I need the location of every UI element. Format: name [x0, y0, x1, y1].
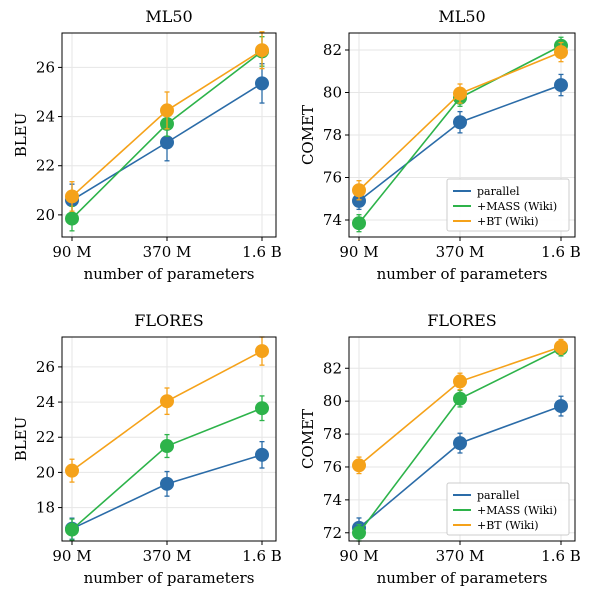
series-parallel — [352, 395, 568, 539]
x-axis-label: number of parameters — [377, 265, 548, 283]
x-axis-label: number of parameters — [377, 569, 548, 587]
y-axis-label: COMET — [299, 409, 317, 469]
data-point — [554, 399, 568, 414]
data-point — [160, 135, 174, 150]
y-tick-label: 78 — [323, 126, 342, 144]
y-tick-label: 20 — [36, 463, 55, 481]
x-tick-label: 370 M — [143, 243, 192, 261]
data-point — [65, 463, 79, 478]
y-tick-label: 80 — [323, 392, 342, 410]
axes-frame — [61, 32, 277, 238]
data-point — [453, 436, 467, 451]
series--mass-wiki- — [65, 395, 269, 541]
x-tick-label: 370 M — [436, 243, 485, 261]
data-point — [160, 439, 174, 454]
chart-panel-2: 90 M 370 M 1.6 B 18 20 22 24 26 FLORES number of … — [12, 311, 282, 587]
x-axis-label: number of parameters — [84, 265, 255, 283]
y-tick-label: 82 — [323, 359, 342, 377]
x-tick-label: 90 M — [52, 547, 91, 565]
y-tick-label: 74 — [323, 491, 342, 509]
data-point — [160, 103, 174, 118]
y-tick-label: 76 — [323, 458, 342, 476]
y-tick-label: 76 — [323, 169, 342, 187]
x-tick-label: 370 M — [436, 547, 485, 565]
data-point — [65, 211, 79, 226]
chart-title: FLORES — [427, 311, 497, 330]
y-tick-label: 72 — [323, 524, 342, 542]
axes-frame — [348, 336, 576, 542]
chart-title: FLORES — [134, 311, 204, 330]
y-axis-label: BLEU — [12, 113, 30, 158]
y-tick-label: 22 — [36, 157, 55, 175]
data-point — [453, 86, 467, 101]
y-axis-label: BLEU — [12, 417, 30, 462]
legend-entry: +BT (Wiki) — [477, 519, 539, 532]
data-point — [554, 45, 568, 60]
y-tick-label: 80 — [323, 84, 342, 102]
legend-entry: +BT (Wiki) — [477, 215, 539, 228]
legend: parallel +MASS (Wiki) +BT (Wiki) — [446, 482, 570, 536]
chart-title: ML50 — [145, 7, 192, 26]
data-point — [255, 447, 269, 462]
legend: parallel +MASS (Wiki) +BT (Wiki) — [446, 178, 570, 232]
data-point — [255, 401, 269, 416]
y-tick-label: 78 — [323, 425, 342, 443]
x-tick-label: 370 M — [143, 547, 192, 565]
data-point — [352, 458, 366, 473]
series--bt-wiki- — [352, 41, 568, 201]
legend-box — [446, 482, 570, 536]
series-parallel — [352, 73, 568, 211]
data-point — [255, 43, 269, 58]
series--bt-wiki- — [65, 31, 269, 212]
legend-entry: parallel — [477, 185, 520, 198]
x-tick-label: 1.6 B — [242, 547, 282, 565]
axes-frame — [61, 336, 277, 542]
data-point — [255, 344, 269, 359]
x-tick-label: 1.6 B — [541, 547, 581, 565]
x-tick-label: 90 M — [339, 547, 378, 565]
legend-entry: parallel — [477, 489, 520, 502]
y-axis-label: COMET — [299, 105, 317, 165]
data-point — [453, 391, 467, 406]
legend-entry: +MASS (Wiki) — [477, 504, 557, 517]
data-point — [160, 394, 174, 409]
y-tick-label: 24 — [36, 393, 55, 411]
y-tick-label: 82 — [323, 41, 342, 59]
y-tick-label: 74 — [323, 211, 342, 229]
x-tick-label: 90 M — [339, 243, 378, 261]
y-tick-label: 18 — [36, 499, 55, 517]
x-tick-label: 1.6 B — [541, 243, 581, 261]
y-tick-label: 20 — [36, 206, 55, 224]
chart-panel-0: 90 M 370 M 1.6 B 20 22 24 26 ML50 number of para… — [12, 7, 282, 283]
data-point — [453, 115, 467, 130]
data-point — [255, 76, 269, 91]
x-tick-label: 90 M — [52, 243, 91, 261]
x-axis-label: number of parameters — [84, 569, 255, 587]
data-point — [65, 522, 79, 537]
data-point — [65, 189, 79, 204]
chart-panel-3: 90 M 370 M 1.6 B 72 74 76 78 80 82 FLORES number o… — [299, 311, 581, 587]
data-point — [352, 183, 366, 198]
data-point — [554, 78, 568, 93]
legend-entry: +MASS (Wiki) — [477, 200, 557, 213]
x-tick-label: 1.6 B — [242, 243, 282, 261]
y-tick-label: 26 — [36, 358, 55, 376]
legend-box — [446, 178, 570, 232]
y-tick-label: 22 — [36, 428, 55, 446]
chart-panel-1: 90 M 370 M 1.6 B 74 76 78 80 82 ML50 number of pa… — [299, 7, 581, 283]
data-point — [160, 476, 174, 491]
data-point — [352, 216, 366, 231]
series--bt-wiki- — [352, 338, 568, 475]
data-point — [352, 525, 366, 540]
data-point — [453, 374, 467, 389]
y-tick-label: 24 — [36, 108, 55, 126]
data-point — [554, 339, 568, 354]
y-tick-label: 26 — [36, 58, 55, 76]
chart-title: ML50 — [438, 7, 485, 26]
data-point — [352, 193, 366, 208]
